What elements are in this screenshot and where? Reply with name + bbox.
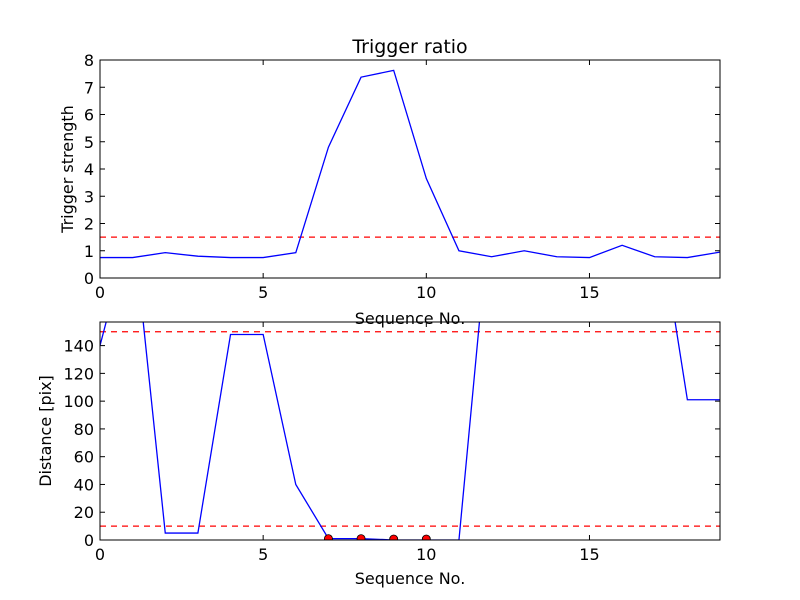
data-point-marker: [389, 534, 399, 540]
y-tick-label: 80: [74, 420, 94, 439]
data-point-marker: [421, 534, 431, 540]
x-tick-label: 5: [258, 283, 268, 302]
data-point-marker: [356, 534, 366, 540]
y-tick-label: 2: [84, 215, 94, 234]
tick-group: 0 5 10 15 0 1 2 3 4 5 6 7 8: [84, 51, 720, 302]
tick-group: 0 5 10 15 0 20 40 60 80 100 120 140: [63, 322, 720, 564]
x-axis-label: Sequence No.: [355, 309, 466, 328]
y-axis-label: Distance [pix]: [36, 375, 55, 487]
x-tick-label: 15: [579, 545, 599, 564]
y-tick-label: 8: [84, 51, 94, 70]
y-tick-label: 60: [74, 448, 94, 467]
x-tick-label: 5: [258, 545, 268, 564]
y-tick-label: 5: [84, 133, 94, 152]
x-tick-label: 10: [416, 283, 436, 302]
y-tick-label: 3: [84, 187, 94, 206]
y-tick-label: 0: [84, 269, 94, 288]
trigger-ratio-chart: Trigger ratio Sequence No. Trigger stren…: [58, 36, 721, 328]
y-tick-label: 20: [74, 503, 94, 522]
y-tick-label: 120: [63, 364, 94, 383]
y-tick-label: 7: [84, 78, 94, 97]
y-axis-label: Trigger strength: [58, 105, 77, 234]
x-axis-label: Sequence No.: [355, 569, 466, 588]
plot-frame: [99, 59, 721, 279]
y-tick-label: 6: [84, 106, 94, 125]
y-tick-label: 100: [63, 392, 94, 411]
x-tick-label: 0: [95, 283, 105, 302]
distance-chart: Sequence No. Distance [pix] 0 5 10 15 0 20 40 6…: [36, 321, 721, 588]
x-tick-label: 0: [95, 545, 105, 564]
plot-frame: [99, 321, 721, 541]
series-line: [100, 69, 720, 259]
y-tick-label: 4: [84, 160, 94, 179]
x-tick-label: 15: [579, 283, 599, 302]
plot-area: [100, 69, 720, 259]
chart-title: Trigger ratio: [351, 36, 467, 58]
y-tick-label: 40: [74, 475, 94, 494]
plot-area: [100, 322, 720, 540]
y-tick-label: 0: [84, 531, 94, 550]
series-line: [100, 322, 720, 540]
y-tick-label: 1: [84, 242, 94, 261]
y-tick-label: 140: [63, 337, 94, 356]
data-point-marker: [324, 534, 333, 540]
x-tick-label: 10: [416, 545, 436, 564]
